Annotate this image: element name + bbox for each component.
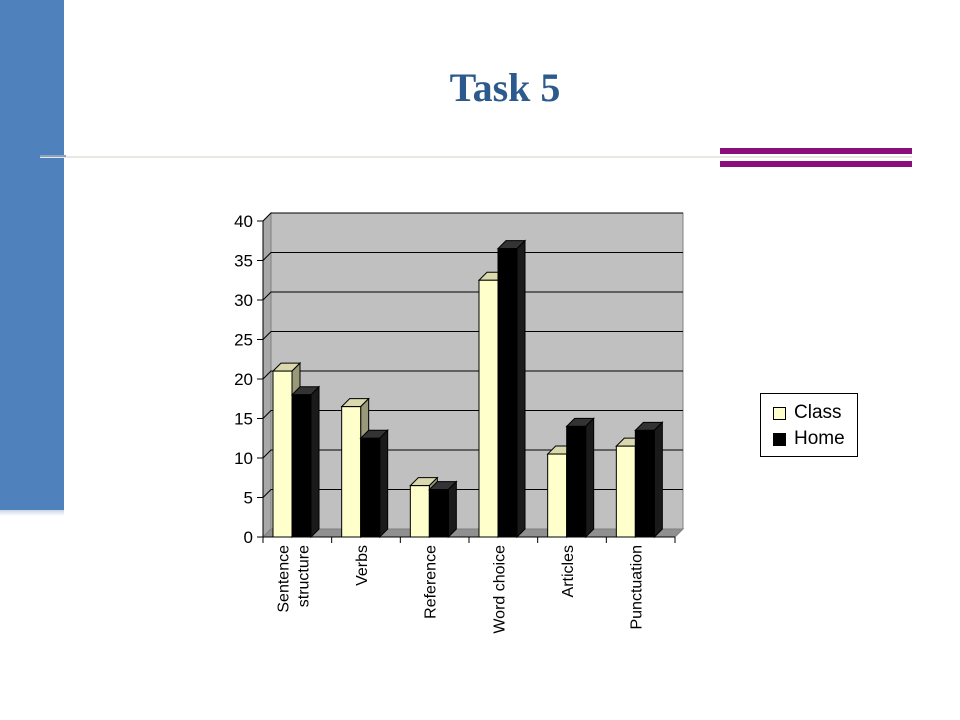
bar-side-home-1: [379, 429, 389, 539]
bar-front-home-0: [291, 394, 312, 538]
legend-label-class: Class: [794, 402, 842, 423]
x-category-label-2: Reference: [423, 545, 440, 619]
bar-front-home-5: [634, 429, 655, 538]
slide-title: Task 5: [449, 65, 561, 110]
y-tick-label-6: 30: [234, 291, 253, 310]
x-category-label-1: Verbs: [354, 545, 371, 586]
legend-swatch-home: [773, 432, 786, 446]
bar-front-home-2: [428, 489, 449, 538]
x-category-label-4: Articles: [560, 545, 577, 597]
bar-home-3: [496, 239, 527, 539]
y-tick-label-1: 5: [244, 489, 253, 508]
bar-home-1: [359, 429, 389, 539]
y-axis-ticks: 0 5 10 15 20 25 30 35 40: [234, 212, 263, 547]
bar-home-2: [428, 480, 458, 539]
left-accent-bar-shadow: [0, 510, 64, 516]
bar-front-class-4: [547, 453, 568, 538]
gridline-6: [262, 291, 683, 301]
bar-front-home-1: [360, 437, 381, 538]
x-category-label-3: Word choice: [491, 545, 508, 634]
y-tick-label-4: 20: [234, 370, 253, 389]
x-category-label-0-line-0: Sentence: [275, 545, 292, 613]
gridline-8: [262, 212, 683, 222]
bar-side-home-5: [653, 421, 663, 539]
gridline-4: [262, 370, 683, 380]
title-divider: [40, 156, 912, 158]
legend-label-home: Home: [794, 428, 845, 449]
bar-side-home-4: [585, 417, 595, 539]
bar-home-4: [565, 417, 595, 539]
bar-side-home-2: [447, 480, 457, 539]
legend-swatch-class: [773, 406, 786, 420]
gridline-7: [262, 252, 683, 261]
bar-side-home-0: [310, 385, 320, 539]
y-tick-label-3: 15: [234, 410, 253, 429]
legend-item-home: Home: [773, 426, 857, 452]
gridlines: [262, 212, 683, 498]
bar-front-class-2: [409, 485, 430, 538]
bar-front-class-3: [478, 279, 499, 538]
bar-front-class-5: [615, 445, 636, 538]
bar-front-home-3: [497, 248, 518, 538]
bar-front-home-4: [566, 425, 587, 538]
y-tick-label-2: 10: [234, 449, 253, 468]
x-axis-categories: Sentence structure Verbs Reference Word choi…: [262, 537, 676, 634]
y-tick-label-0: 0: [244, 528, 253, 547]
bar-home-5: [634, 421, 664, 539]
y-tick-label-8: 40: [234, 212, 253, 231]
bar-front-class-0: [272, 370, 293, 538]
accent-stripe-bottom: [720, 161, 912, 167]
x-category-label-5: Punctuation: [629, 545, 646, 630]
legend-item-class: Class: [773, 400, 857, 426]
gridline-2: [262, 449, 683, 459]
bar-home-0: [290, 385, 321, 539]
accent-stripe-top: [720, 148, 912, 154]
x-category-label-0-line-1: structure: [295, 545, 312, 607]
y-tick-label-7: 35: [234, 252, 253, 271]
bar-side-home-3: [516, 239, 526, 539]
chart-legend: Class Home: [760, 393, 858, 457]
gridline-3: [262, 410, 683, 419]
title-divider-left-tick: [40, 155, 66, 157]
y-tick-label-5: 25: [234, 331, 253, 350]
bars: [271, 239, 664, 539]
gridline-5: [262, 331, 683, 340]
left-accent-bar: [0, 0, 64, 510]
bar-front-class-1: [341, 406, 362, 538]
gridline-1: [262, 489, 683, 498]
